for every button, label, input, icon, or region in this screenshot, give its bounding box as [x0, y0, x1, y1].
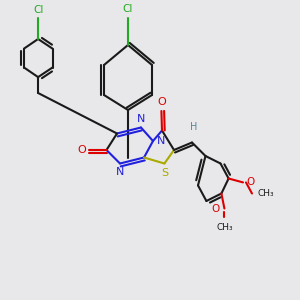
Text: O: O	[247, 177, 255, 188]
Text: O: O	[212, 203, 220, 214]
Text: CH₃: CH₃	[257, 189, 274, 198]
Text: Cl: Cl	[33, 5, 43, 15]
Text: Cl: Cl	[123, 4, 133, 14]
Text: H: H	[190, 122, 197, 133]
Text: N: N	[137, 114, 145, 124]
Text: O: O	[157, 97, 166, 107]
Text: S: S	[161, 168, 168, 178]
Text: O: O	[78, 145, 86, 155]
Text: N: N	[116, 167, 124, 177]
Text: CH₃: CH₃	[216, 223, 233, 232]
Text: N: N	[157, 136, 165, 146]
